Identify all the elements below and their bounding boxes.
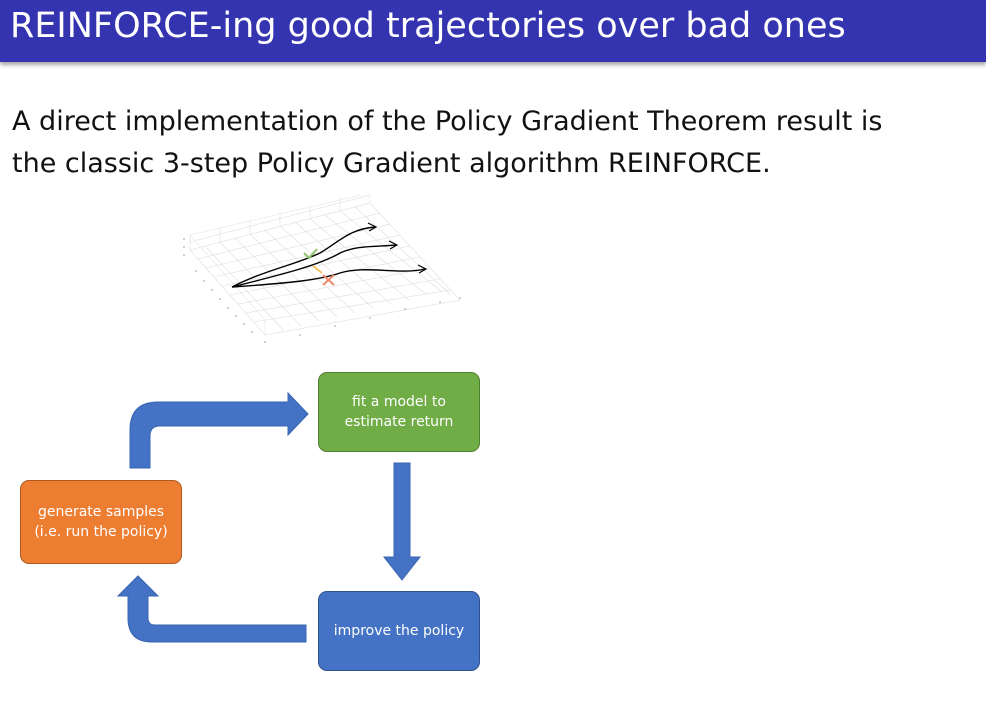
generate-samples-box: generate samples (i.e. run the policy) (20, 480, 182, 564)
trajectory-middle (231, 244, 397, 288)
trajectory-arrowheads (367, 222, 428, 274)
slide-title: REINFORCE-ing good trajectories over bad… (10, 6, 846, 46)
trajectory-plot-figure (183, 195, 461, 343)
slide-body-text: A direct implementation of the Policy Gr… (12, 101, 972, 185)
arrow-improve-to-generate (116, 575, 307, 643)
check-mark-icon (303, 248, 318, 260)
trajectory-curves (231, 226, 426, 288)
plot-grid (189, 195, 461, 336)
generate-box-line-2: (i.e. run the policy) (34, 524, 168, 540)
x-mark-icon (322, 274, 335, 286)
trajectory-bottom (231, 268, 426, 288)
generate-box-line-1: generate samples (37, 504, 165, 520)
plot-tick-marks (183, 238, 461, 343)
title-bar: REINFORCE-ing good trajectories over bad… (0, 0, 986, 62)
arrow-generate-to-fit (129, 391, 309, 469)
neutral-mark-icon (312, 265, 323, 274)
body-line-2: the classic 3-step Policy Gradient algor… (12, 148, 771, 179)
fit-box-line-1: fit a model to (352, 394, 446, 410)
improve-box-line-1: improve the policy (333, 623, 465, 639)
reinforce-cycle-diagram: fit a model to estimate return generate … (0, 360, 500, 680)
arrow-fit-to-improve (382, 462, 422, 581)
fit-model-box: fit a model to estimate return (318, 372, 480, 452)
fit-box-line-2: estimate return (344, 414, 454, 430)
trajectory-top (231, 226, 376, 288)
cycle-arrows (116, 391, 422, 643)
improve-policy-box: improve the policy (318, 591, 480, 671)
body-line-1: A direct implementation of the Policy Gr… (12, 106, 883, 137)
